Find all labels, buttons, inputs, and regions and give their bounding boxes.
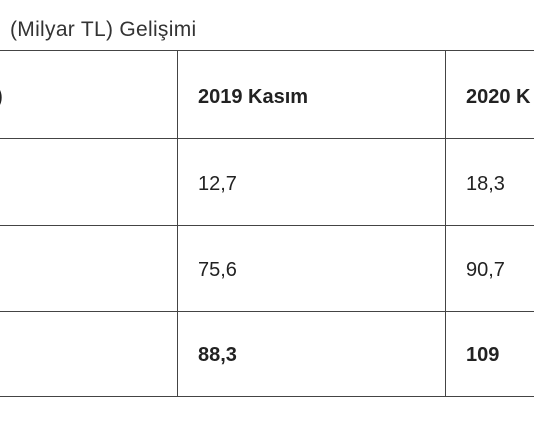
row-border <box>0 225 534 226</box>
column-border <box>445 50 446 396</box>
column-border <box>177 50 178 396</box>
table-cell: 12,7 <box>198 173 237 195</box>
table-title: (Milyar TL) Gelişimi <box>10 18 197 41</box>
table-cell: 75,6 <box>198 259 237 281</box>
header-cell: 2020 K <box>466 86 531 108</box>
row-border <box>0 396 534 397</box>
table-cell: 90,7 <box>466 259 505 281</box>
table-cell: 18,3 <box>466 173 505 195</box>
row-border <box>0 50 534 51</box>
row-border <box>0 138 534 139</box>
row-border <box>0 311 534 312</box>
total-cell: 109 <box>466 344 500 366</box>
header-cell: 2019 Kasım <box>198 86 309 108</box>
total-cell: 88,3 <box>198 344 237 366</box>
header-cell: ) <box>0 85 3 109</box>
